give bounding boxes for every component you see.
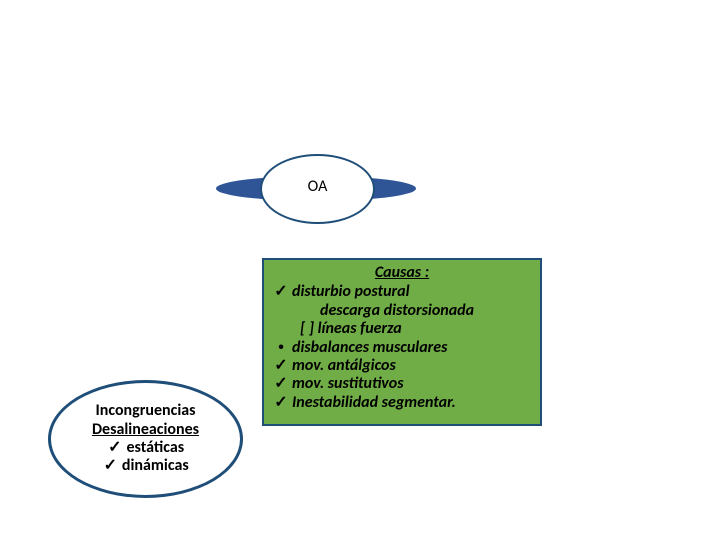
causes-title: Causas :	[270, 264, 534, 282]
check-icon: ✓	[270, 394, 292, 412]
incongr-bullet-0: ✓ estáticas	[107, 439, 184, 457]
incongruencias-node: Incongruencias Desalineaciones ✓ estátic…	[48, 380, 243, 498]
incongr-bullet-1: ✓ dinámicas	[102, 457, 188, 475]
causes-item-0: ✓ disturbio postural	[270, 283, 534, 301]
check-icon: ✓	[270, 283, 292, 301]
causes-item-5: ✓ mov. sustitutivos	[270, 375, 534, 393]
oa-label: OA	[308, 177, 328, 202]
incongr-bullet-1-text: dinámicas	[122, 456, 189, 475]
check-icon: ✓	[270, 375, 292, 393]
causes-item-0-text: disturbio postural	[292, 283, 534, 301]
causes-item-2: [ ] líneas fuerza	[270, 320, 534, 338]
causes-item-3-text: disbalances musculares	[292, 339, 534, 357]
causes-item-6: ✓ Inestabilidad segmentar.	[270, 394, 534, 412]
check-icon: ✓	[270, 357, 292, 375]
causes-item-4: ✓ mov. antálgicos	[270, 357, 534, 375]
check-icon: ✓	[102, 457, 118, 475]
causes-item-4-text: mov. antálgicos	[292, 357, 534, 375]
incongr-line2: Desalineaciones	[92, 421, 199, 439]
causes-item-1: descarga distorsionada	[270, 302, 534, 320]
oa-node: OA	[260, 154, 375, 224]
bullet-icon: •	[270, 339, 292, 357]
causes-item-3: • disbalances musculares	[270, 339, 534, 357]
incongr-bullet-0-text: estáticas	[126, 438, 184, 457]
causes-item-5-text: mov. sustitutivos	[292, 375, 534, 393]
incongr-line1: Incongruencias	[95, 402, 195, 420]
causes-item-6-text: Inestabilidad segmentar.	[292, 394, 534, 412]
causes-item-1-text: descarga distorsionada	[320, 301, 474, 320]
check-icon: ✓	[107, 439, 123, 457]
causes-panel: Causas : ✓ disturbio postural descarga d…	[262, 258, 542, 426]
causes-item-2-text: [ ] líneas fuerza	[300, 319, 402, 338]
